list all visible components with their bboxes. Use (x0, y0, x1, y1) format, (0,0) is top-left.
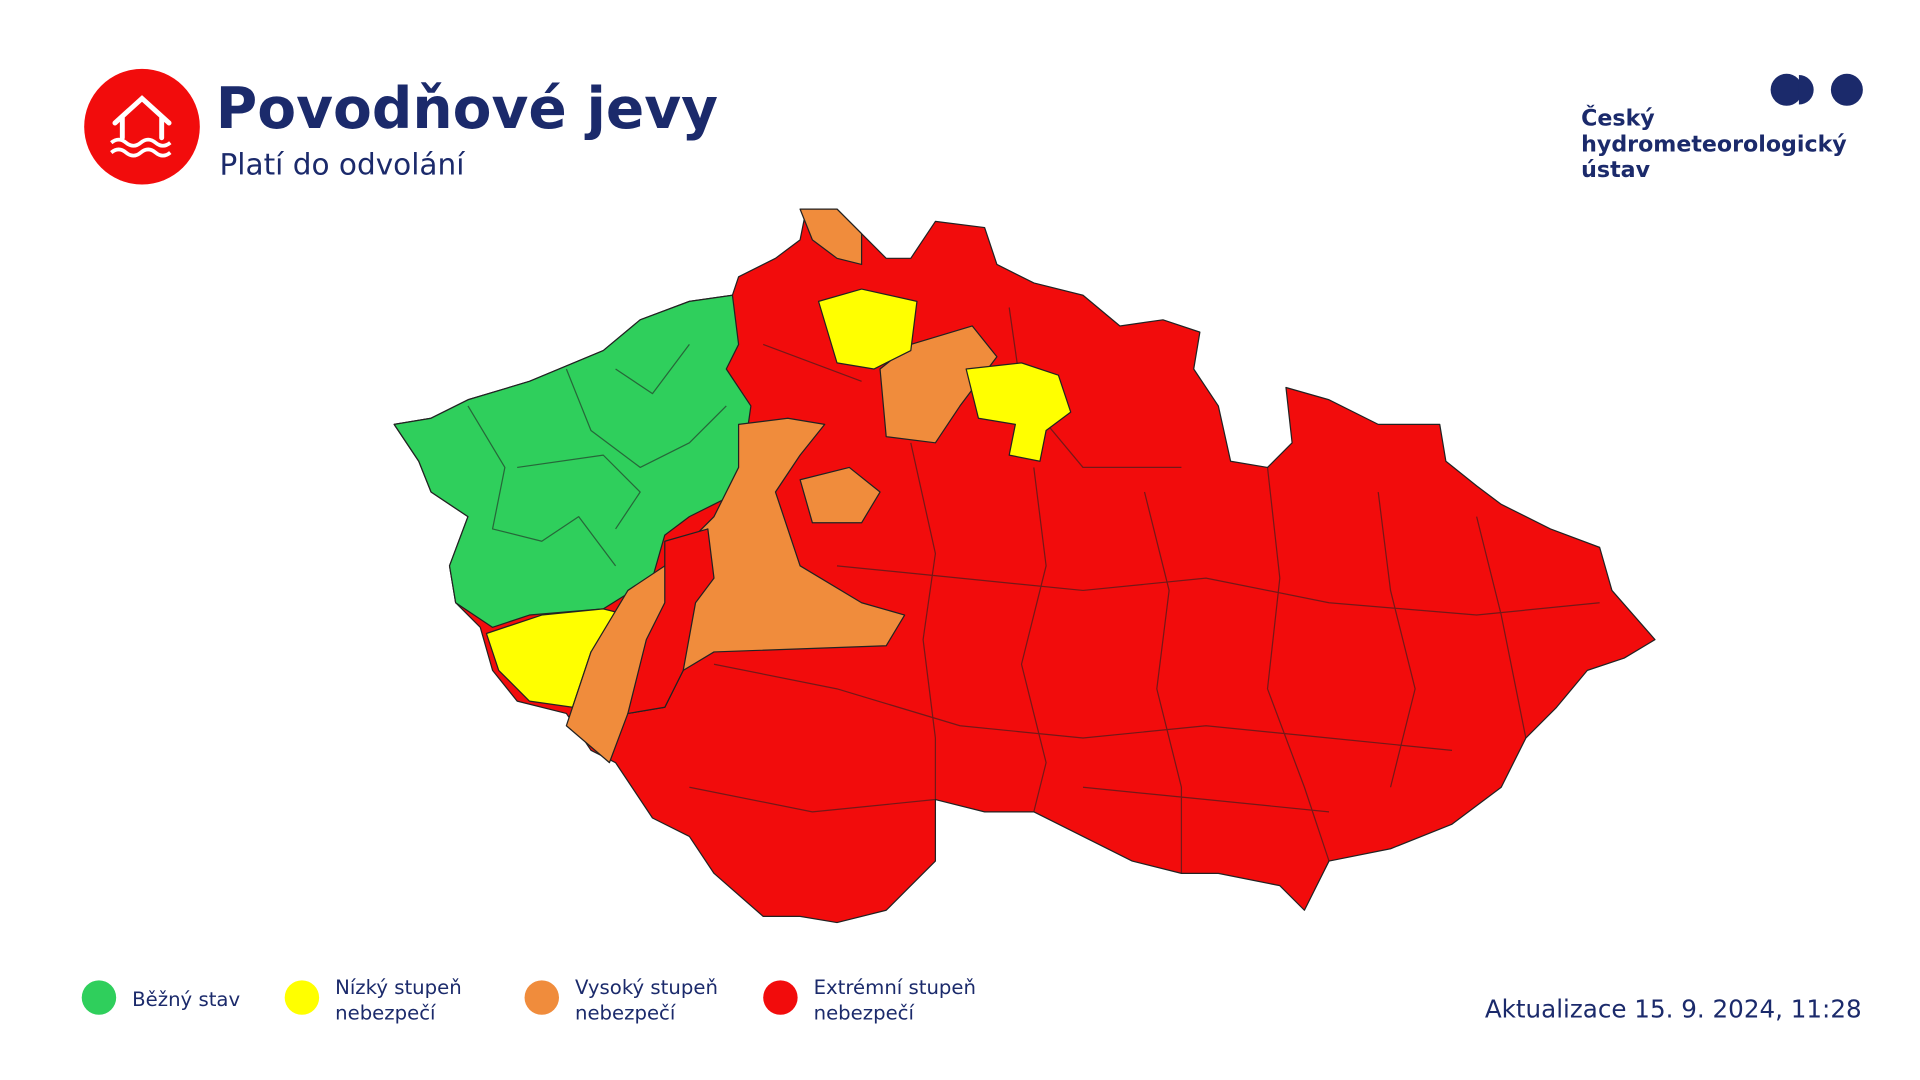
update-time: Aktualizace 15. 9. 2024, 11:28 (1485, 994, 1862, 1023)
chmi-logo: Český hydrometeorologický ústav (1581, 73, 1863, 183)
legend: Běžný stav Nízký stupeň nebezpečí Vysoký st… (81, 976, 976, 1025)
logo-line: hydrometeorologický (1581, 131, 1847, 157)
region-high (799, 208, 863, 266)
legend-label: nebezpečí (814, 1002, 915, 1025)
legend-label: Běžný stav (132, 988, 240, 1011)
district-borders (467, 344, 727, 567)
legend-swatch (81, 980, 117, 1015)
logo-line: ústav (1581, 157, 1650, 183)
region-extreme (627, 528, 715, 715)
legend-swatch (284, 980, 320, 1015)
region-low (965, 362, 1072, 462)
region-normal (393, 294, 752, 628)
legend-swatch (524, 980, 559, 1015)
district-borders (689, 307, 1600, 874)
logo-line: Český (1581, 103, 1655, 131)
region-high (799, 466, 881, 524)
legend-swatch (763, 980, 798, 1015)
title: Povodňové jevy (216, 76, 718, 142)
legend-label: nebezpečí (335, 1002, 436, 1025)
legend-label: nebezpečí (575, 1002, 676, 1025)
subtitle: Platí do odvolání (219, 148, 465, 182)
legend-label: Vysoký stupeň (575, 976, 718, 999)
legend-label: Extrémní stupeň (814, 976, 976, 999)
legend-label: Nízký stupeň (335, 976, 462, 999)
map (393, 208, 1656, 924)
flood-icon (84, 68, 200, 185)
region-low (817, 288, 918, 370)
